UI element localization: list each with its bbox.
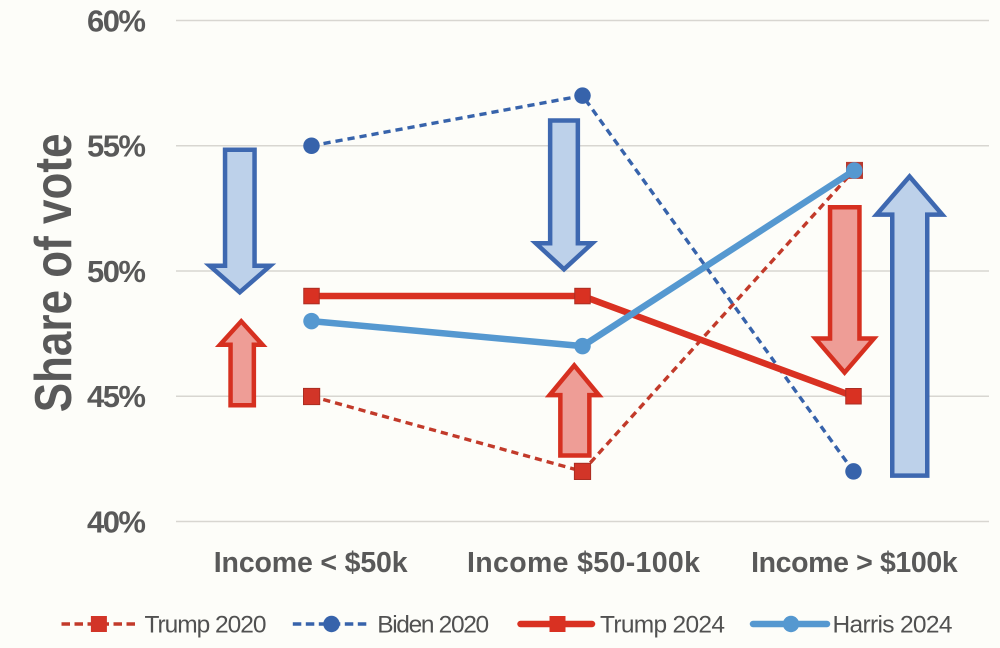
- svg-text:60%: 60%: [87, 3, 146, 38]
- svg-text:Share of vote: Share of vote: [25, 134, 83, 413]
- svg-text:Trump 2024: Trump 2024: [600, 612, 725, 639]
- svg-text:Income $50-100k: Income $50-100k: [467, 547, 700, 579]
- svg-text:Harris 2024: Harris 2024: [833, 612, 953, 639]
- svg-text:50%: 50%: [87, 254, 146, 289]
- svg-text:Biden 2020: Biden 2020: [377, 612, 489, 639]
- svg-text:45%: 45%: [87, 379, 146, 414]
- svg-text:55%: 55%: [87, 129, 146, 164]
- svg-text:Income < $50k: Income < $50k: [214, 547, 408, 579]
- svg-text:Income > $100k: Income > $100k: [751, 547, 958, 579]
- svg-text:40%: 40%: [87, 504, 146, 539]
- svg-text:Trump 2020: Trump 2020: [145, 612, 267, 639]
